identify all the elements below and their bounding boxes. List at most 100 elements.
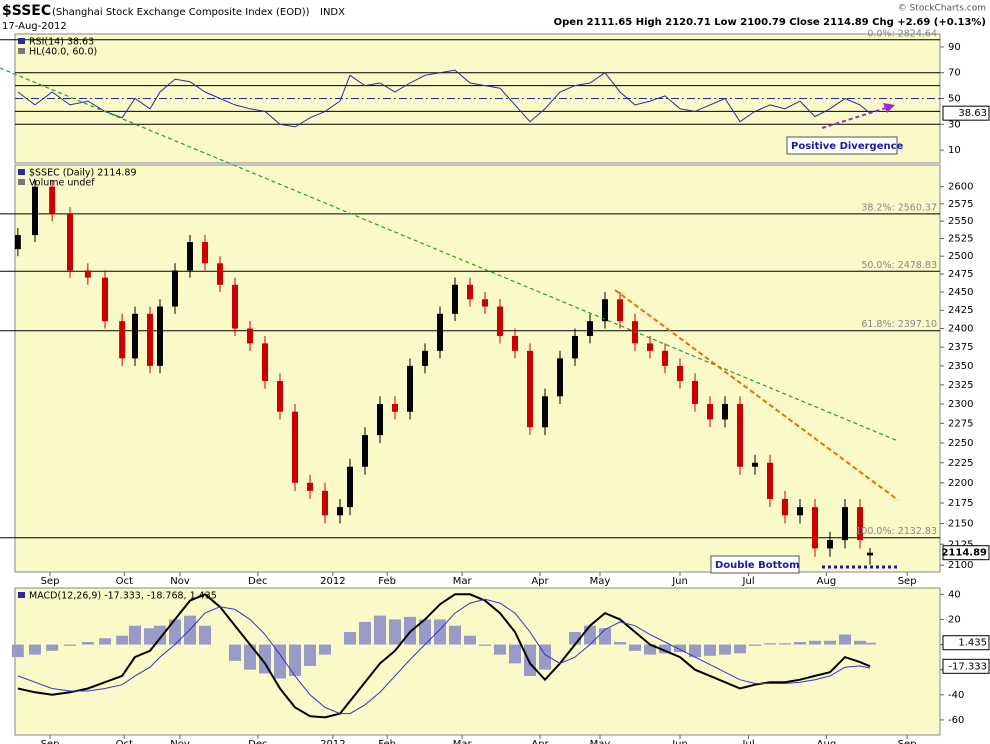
annotation: Positive Divergence [791, 141, 904, 152]
candle-body [407, 365, 413, 412]
x-tick-label: Sep [898, 576, 917, 587]
histogram-bar [289, 644, 301, 676]
histogram-bar [794, 642, 806, 645]
candle-body [857, 507, 863, 541]
histogram-bar [599, 628, 611, 645]
x-tick-label: Mar [453, 576, 473, 587]
candle-body [84, 270, 91, 278]
candle-body [867, 552, 873, 556]
x-tick-label: 2012 [320, 576, 345, 587]
fib-label: 61.8%: 2397.10 [861, 319, 937, 330]
x-tick-label: Oct [116, 576, 133, 587]
candle-body [67, 214, 73, 271]
date: 17-Aug-2012 [2, 21, 67, 32]
fib-label: 100.0%: 2132.83 [855, 526, 937, 537]
x-tick-label: May [590, 739, 611, 744]
rsi-line [17, 69, 871, 128]
candle-body [812, 507, 818, 549]
candle-body [14, 235, 21, 250]
candle-body [32, 186, 38, 236]
value-box [942, 105, 990, 121]
histogram-bar [389, 619, 401, 645]
candle-body [49, 186, 56, 215]
x-tick-label: Sep [41, 576, 60, 587]
legend-entry: HL(40.0, 60.0) [29, 47, 97, 58]
y-tick-label: 2525 [948, 234, 973, 245]
candle-body [292, 411, 298, 483]
symbol: $SSEC [2, 3, 51, 19]
histogram-bar [659, 644, 671, 654]
candle-body [572, 335, 578, 359]
candle-body [827, 540, 833, 549]
histogram-bar [374, 615, 386, 645]
annotation: Double Bottom [715, 560, 799, 571]
histogram-bar [689, 644, 701, 658]
y-tick-label: 2450 [948, 287, 973, 298]
x-tick-label: May [590, 576, 611, 587]
value-label: 1.435 [958, 638, 987, 649]
y-tick-label: 2550 [948, 216, 973, 227]
candle-body [392, 403, 398, 412]
legend-swatch [18, 48, 25, 54]
histogram-bar [494, 644, 506, 655]
histogram-bar [81, 642, 94, 645]
y-tick-label: 2400 [948, 324, 973, 335]
trendlines [0, 67, 899, 569]
y-tick-label: 2350 [948, 361, 973, 372]
histogram-bar [824, 640, 836, 645]
copyright: © StockCharts.com [898, 4, 986, 14]
histogram-bar [129, 625, 141, 645]
legend-swatch [18, 38, 25, 44]
candle-body [722, 403, 728, 420]
candle-body [102, 277, 108, 322]
histogram-bar [734, 644, 746, 654]
x-tick-label: Sep [41, 739, 60, 744]
candle-body [542, 396, 548, 428]
fib-label: 50.0%: 2478.83 [861, 260, 937, 271]
y-tick-label: 2275 [948, 418, 973, 429]
candle-body [247, 328, 253, 344]
x-tick-label: Feb [378, 576, 396, 587]
legend-entry: MACD(12,26,9) -17.333, -18.768, 1.435 [29, 591, 217, 602]
histogram-bar [644, 644, 656, 655]
histogram-bar [524, 644, 536, 676]
x-tick-label: 2012 [320, 739, 345, 744]
histogram-bar [509, 644, 521, 664]
x-tick-label: Feb [378, 739, 396, 744]
candle-body [557, 358, 563, 397]
exchange: INDX [320, 7, 345, 18]
histogram-bar [64, 644, 76, 646]
y-tick-label: 2375 [948, 342, 973, 353]
y-tick-label: 2100 [948, 560, 973, 571]
legend-swatch [18, 179, 25, 185]
x-tick-label: Dec [248, 739, 267, 744]
histogram-bar [839, 634, 851, 645]
panel-background [14, 587, 941, 736]
candle-body [497, 306, 503, 336]
value-label: -17.333 [948, 661, 987, 672]
y-tick-label: 2150 [948, 519, 973, 530]
histogram-bar [749, 644, 761, 646]
histogram-bar [116, 635, 129, 645]
histogram-bar [434, 619, 446, 645]
histogram-bar [199, 625, 211, 645]
candle-body [262, 343, 268, 382]
y-tick-label: 2250 [948, 438, 973, 449]
histogram-bar [464, 635, 476, 645]
signal-line [17, 598, 871, 715]
histogram-bar [244, 644, 256, 670]
marks [11, 69, 876, 719]
annotation-box [786, 136, 898, 155]
candle-body [602, 299, 608, 322]
y-tick-label: 30 [948, 119, 961, 130]
histogram-bar [144, 628, 156, 645]
histogram-bar [304, 644, 316, 666]
candle-body [322, 490, 328, 516]
candle-body [707, 403, 713, 420]
candle-body [587, 321, 593, 336]
fib-label: 0.0%: 2824.64 [867, 28, 937, 39]
candle-body [217, 263, 223, 285]
histogram-bar [449, 625, 461, 645]
candle-body [782, 498, 788, 516]
